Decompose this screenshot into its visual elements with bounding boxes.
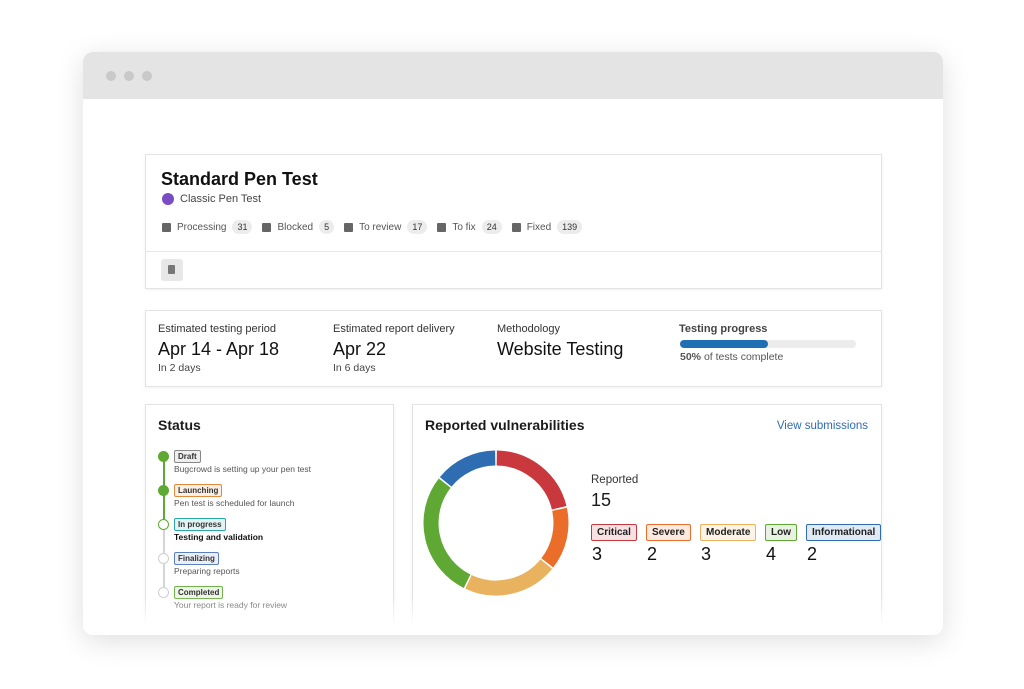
vulnerabilities-title: Reported vulnerabilities bbox=[425, 417, 585, 433]
status-title: Status bbox=[158, 417, 201, 433]
summary-label: Estimated report delivery bbox=[333, 323, 455, 335]
severity-count: 2 bbox=[647, 544, 658, 564]
stat-label: Processing bbox=[177, 221, 227, 233]
progress-percent: 50% bbox=[680, 351, 702, 363]
stat-count: 24 bbox=[481, 220, 502, 234]
summary-value: Apr 14 - Apr 18 bbox=[158, 339, 280, 359]
severity-count: 4 bbox=[766, 544, 777, 564]
step-text: Testing and validation bbox=[174, 532, 264, 542]
timeline-dot bbox=[158, 553, 169, 564]
stat: Blocked 5 bbox=[262, 220, 335, 234]
subtitle: Classic Pen Test bbox=[180, 193, 262, 205]
summary-value: Website Testing bbox=[497, 339, 624, 359]
timeline-dot bbox=[158, 485, 169, 496]
vulnerabilities-card: Reported vulnerabilities View submission… bbox=[412, 404, 882, 635]
document-button[interactable] bbox=[161, 259, 183, 281]
stat-count: 139 bbox=[557, 220, 583, 234]
step-text: Bugcrowd is setting up your pen test bbox=[174, 464, 312, 474]
stat-icon bbox=[511, 222, 521, 232]
timeline-dot bbox=[158, 519, 169, 530]
summary-note: In 2 days bbox=[158, 362, 201, 374]
bottom-fade bbox=[83, 597, 943, 635]
progress-text: of tests complete bbox=[703, 351, 784, 363]
step-badge: Launching bbox=[174, 484, 223, 497]
stat: Processing 31 bbox=[162, 220, 253, 234]
severity-badge: Moderate bbox=[700, 524, 757, 541]
stat: Fixed 139 bbox=[511, 220, 583, 234]
window-dot bbox=[124, 71, 134, 81]
stat-icon bbox=[262, 222, 272, 232]
stat-icon bbox=[162, 222, 171, 232]
reported-total: 15 bbox=[591, 490, 612, 510]
stat-label: Blocked bbox=[277, 221, 314, 233]
step-text: Pen test is scheduled for launch bbox=[174, 498, 295, 508]
summary-label: Methodology bbox=[497, 323, 560, 335]
timeline-line bbox=[163, 524, 165, 558]
document-icon bbox=[168, 265, 175, 274]
page-title: Standard Pen Test bbox=[161, 169, 318, 189]
title-bar bbox=[83, 52, 943, 99]
summary-label: Estimated testing period bbox=[158, 323, 277, 335]
severity-count: 2 bbox=[807, 544, 818, 564]
stat-label: To review bbox=[359, 221, 402, 233]
step-badge: Draft bbox=[174, 450, 201, 463]
donut-segment bbox=[439, 450, 496, 487]
donut-segment bbox=[465, 559, 553, 596]
step-badge: Completed bbox=[174, 586, 224, 599]
summary-note: In 6 days bbox=[333, 362, 376, 374]
donut-segment bbox=[423, 478, 471, 588]
stat: To fix 24 bbox=[437, 220, 502, 234]
severity-badge: Low bbox=[765, 524, 797, 541]
progress-caption: 50% of tests complete bbox=[680, 351, 783, 363]
donut-chart bbox=[423, 450, 569, 596]
stat-icon bbox=[344, 222, 354, 232]
step-badge: Finalizing bbox=[174, 552, 219, 565]
stat-count: 17 bbox=[407, 220, 428, 234]
stat-icon bbox=[437, 222, 447, 232]
subtitle-icon bbox=[162, 193, 174, 205]
progress-fill bbox=[680, 340, 768, 348]
severity-count: 3 bbox=[701, 544, 712, 564]
severity-badge: Informational bbox=[806, 524, 882, 541]
summary-value: Apr 22 bbox=[333, 339, 387, 359]
severity-badge: Critical bbox=[591, 524, 637, 541]
stat-count: 5 bbox=[319, 220, 335, 234]
reported-label: Reported bbox=[591, 474, 639, 486]
severity-count: 3 bbox=[592, 544, 603, 564]
stat-label: Fixed bbox=[526, 221, 552, 233]
severity-badge: Severe bbox=[646, 524, 691, 541]
window-dot bbox=[142, 71, 152, 81]
stat-count: 31 bbox=[232, 220, 253, 234]
view-submissions-link[interactable]: View submissions bbox=[776, 420, 868, 432]
step-text: Preparing reports bbox=[174, 566, 240, 576]
window-dot bbox=[106, 71, 116, 81]
step-badge: In progress bbox=[174, 518, 226, 531]
stats-row: Processing 31 Blocked 5 To review 17 To fix 24 F… bbox=[162, 220, 583, 234]
timeline-line bbox=[163, 558, 165, 592]
timeline-dot bbox=[158, 451, 169, 462]
divider bbox=[146, 251, 881, 252]
header-card: Standard Pen Test Classic Pen Test Proce… bbox=[145, 154, 882, 289]
donut-segment bbox=[496, 450, 567, 510]
progress-track bbox=[680, 340, 856, 348]
donut-segment bbox=[541, 507, 569, 568]
stat-label: To fix bbox=[452, 221, 476, 233]
timeline-line bbox=[163, 490, 165, 524]
stat: To review 17 bbox=[344, 220, 428, 234]
browser-window: Standard Pen Test Classic Pen Test Proce… bbox=[83, 52, 943, 635]
summary-card: Testing progress 50% of tests complete E… bbox=[145, 310, 882, 387]
progress-label: Testing progress bbox=[679, 323, 768, 335]
timeline-line bbox=[163, 456, 165, 490]
status-card: Status Draft Bugcrowd is setting up your … bbox=[145, 404, 394, 635]
